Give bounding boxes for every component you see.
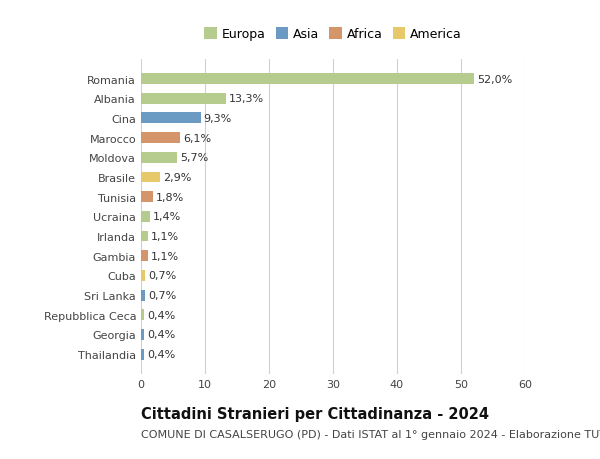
Bar: [141, 290, 145, 301]
Text: COMUNE DI CASALSERUGO (PD) - Dati ISTAT al 1° gennaio 2024 - Elaborazione TUTTIT: COMUNE DI CASALSERUGO (PD) - Dati ISTAT …: [141, 429, 600, 439]
Text: 52,0%: 52,0%: [477, 74, 512, 84]
Text: 13,3%: 13,3%: [229, 94, 265, 104]
Text: 0,4%: 0,4%: [147, 310, 175, 320]
Text: 1,4%: 1,4%: [153, 212, 181, 222]
Text: 0,7%: 0,7%: [149, 271, 177, 281]
Text: 6,1%: 6,1%: [183, 133, 211, 143]
Bar: [141, 192, 152, 202]
Bar: [141, 231, 148, 242]
Bar: [141, 349, 143, 360]
Legend: Europa, Asia, Africa, America: Europa, Asia, Africa, America: [204, 28, 462, 41]
Text: 1,1%: 1,1%: [151, 231, 179, 241]
Text: 0,7%: 0,7%: [149, 291, 177, 301]
Text: 5,7%: 5,7%: [181, 153, 209, 163]
Bar: [141, 74, 474, 85]
Bar: [141, 212, 150, 222]
Bar: [141, 94, 226, 104]
Text: 0,4%: 0,4%: [147, 330, 175, 340]
Text: 0,4%: 0,4%: [147, 349, 175, 359]
Bar: [141, 330, 143, 340]
Bar: [141, 152, 178, 163]
Bar: [141, 310, 143, 320]
Bar: [141, 133, 180, 144]
Text: 1,1%: 1,1%: [151, 251, 179, 261]
Text: 9,3%: 9,3%: [204, 114, 232, 123]
Text: 2,9%: 2,9%: [163, 173, 191, 183]
Bar: [141, 113, 200, 124]
Bar: [141, 270, 145, 281]
Bar: [141, 251, 148, 262]
Bar: [141, 172, 160, 183]
Text: Cittadini Stranieri per Cittadinanza - 2024: Cittadini Stranieri per Cittadinanza - 2…: [141, 406, 489, 421]
Text: 1,8%: 1,8%: [156, 192, 184, 202]
